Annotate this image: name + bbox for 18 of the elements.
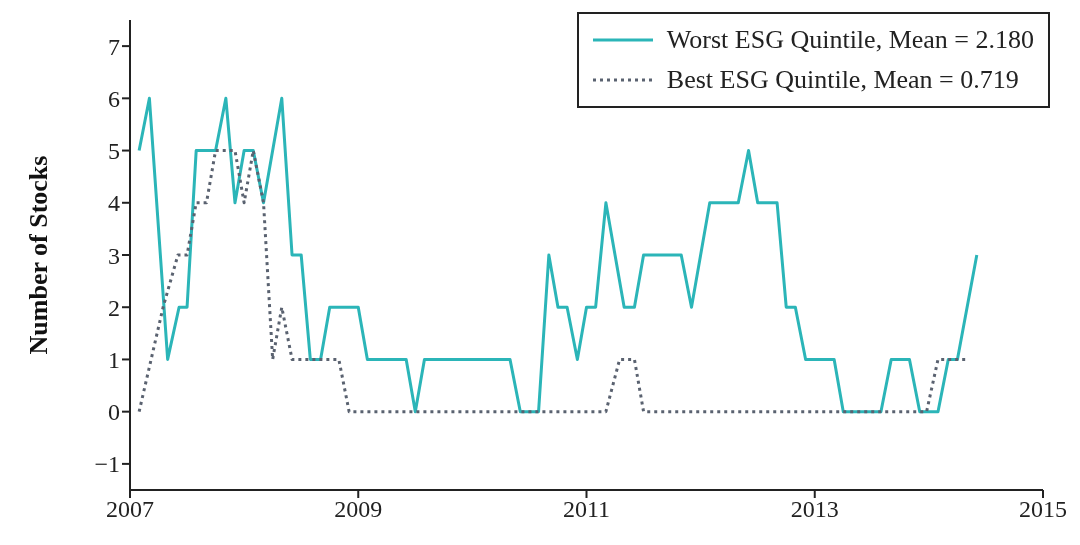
line-series <box>137 96 979 414</box>
y-axis-title: Number of Stocks <box>24 155 54 355</box>
legend-label: Best ESG Quintile, Mean = 0.719 <box>666 65 1019 95</box>
x-tick-label: 2013 <box>790 496 839 523</box>
y-tick-label: 1 <box>108 346 120 373</box>
y-tick-label: 7 <box>108 33 120 60</box>
legend-label: Worst ESG Quintile, Mean = 2.180 <box>666 25 1034 55</box>
x-tick-label: 2011 <box>562 496 611 523</box>
y-tick-label: 6 <box>108 85 120 112</box>
y-tick-label: 0 <box>108 399 120 426</box>
x-tick-label: 2015 <box>1019 496 1067 523</box>
y-tick-label: 4 <box>108 190 120 217</box>
y-tick-label: 5 <box>108 138 120 165</box>
x-tick-label: 2009 <box>334 496 383 523</box>
x-tick-label: 2007 <box>106 496 154 523</box>
y-tick-label: −1 <box>94 451 120 478</box>
y-tick-label: 3 <box>108 242 120 269</box>
y-tick-label: 2 <box>108 294 120 321</box>
